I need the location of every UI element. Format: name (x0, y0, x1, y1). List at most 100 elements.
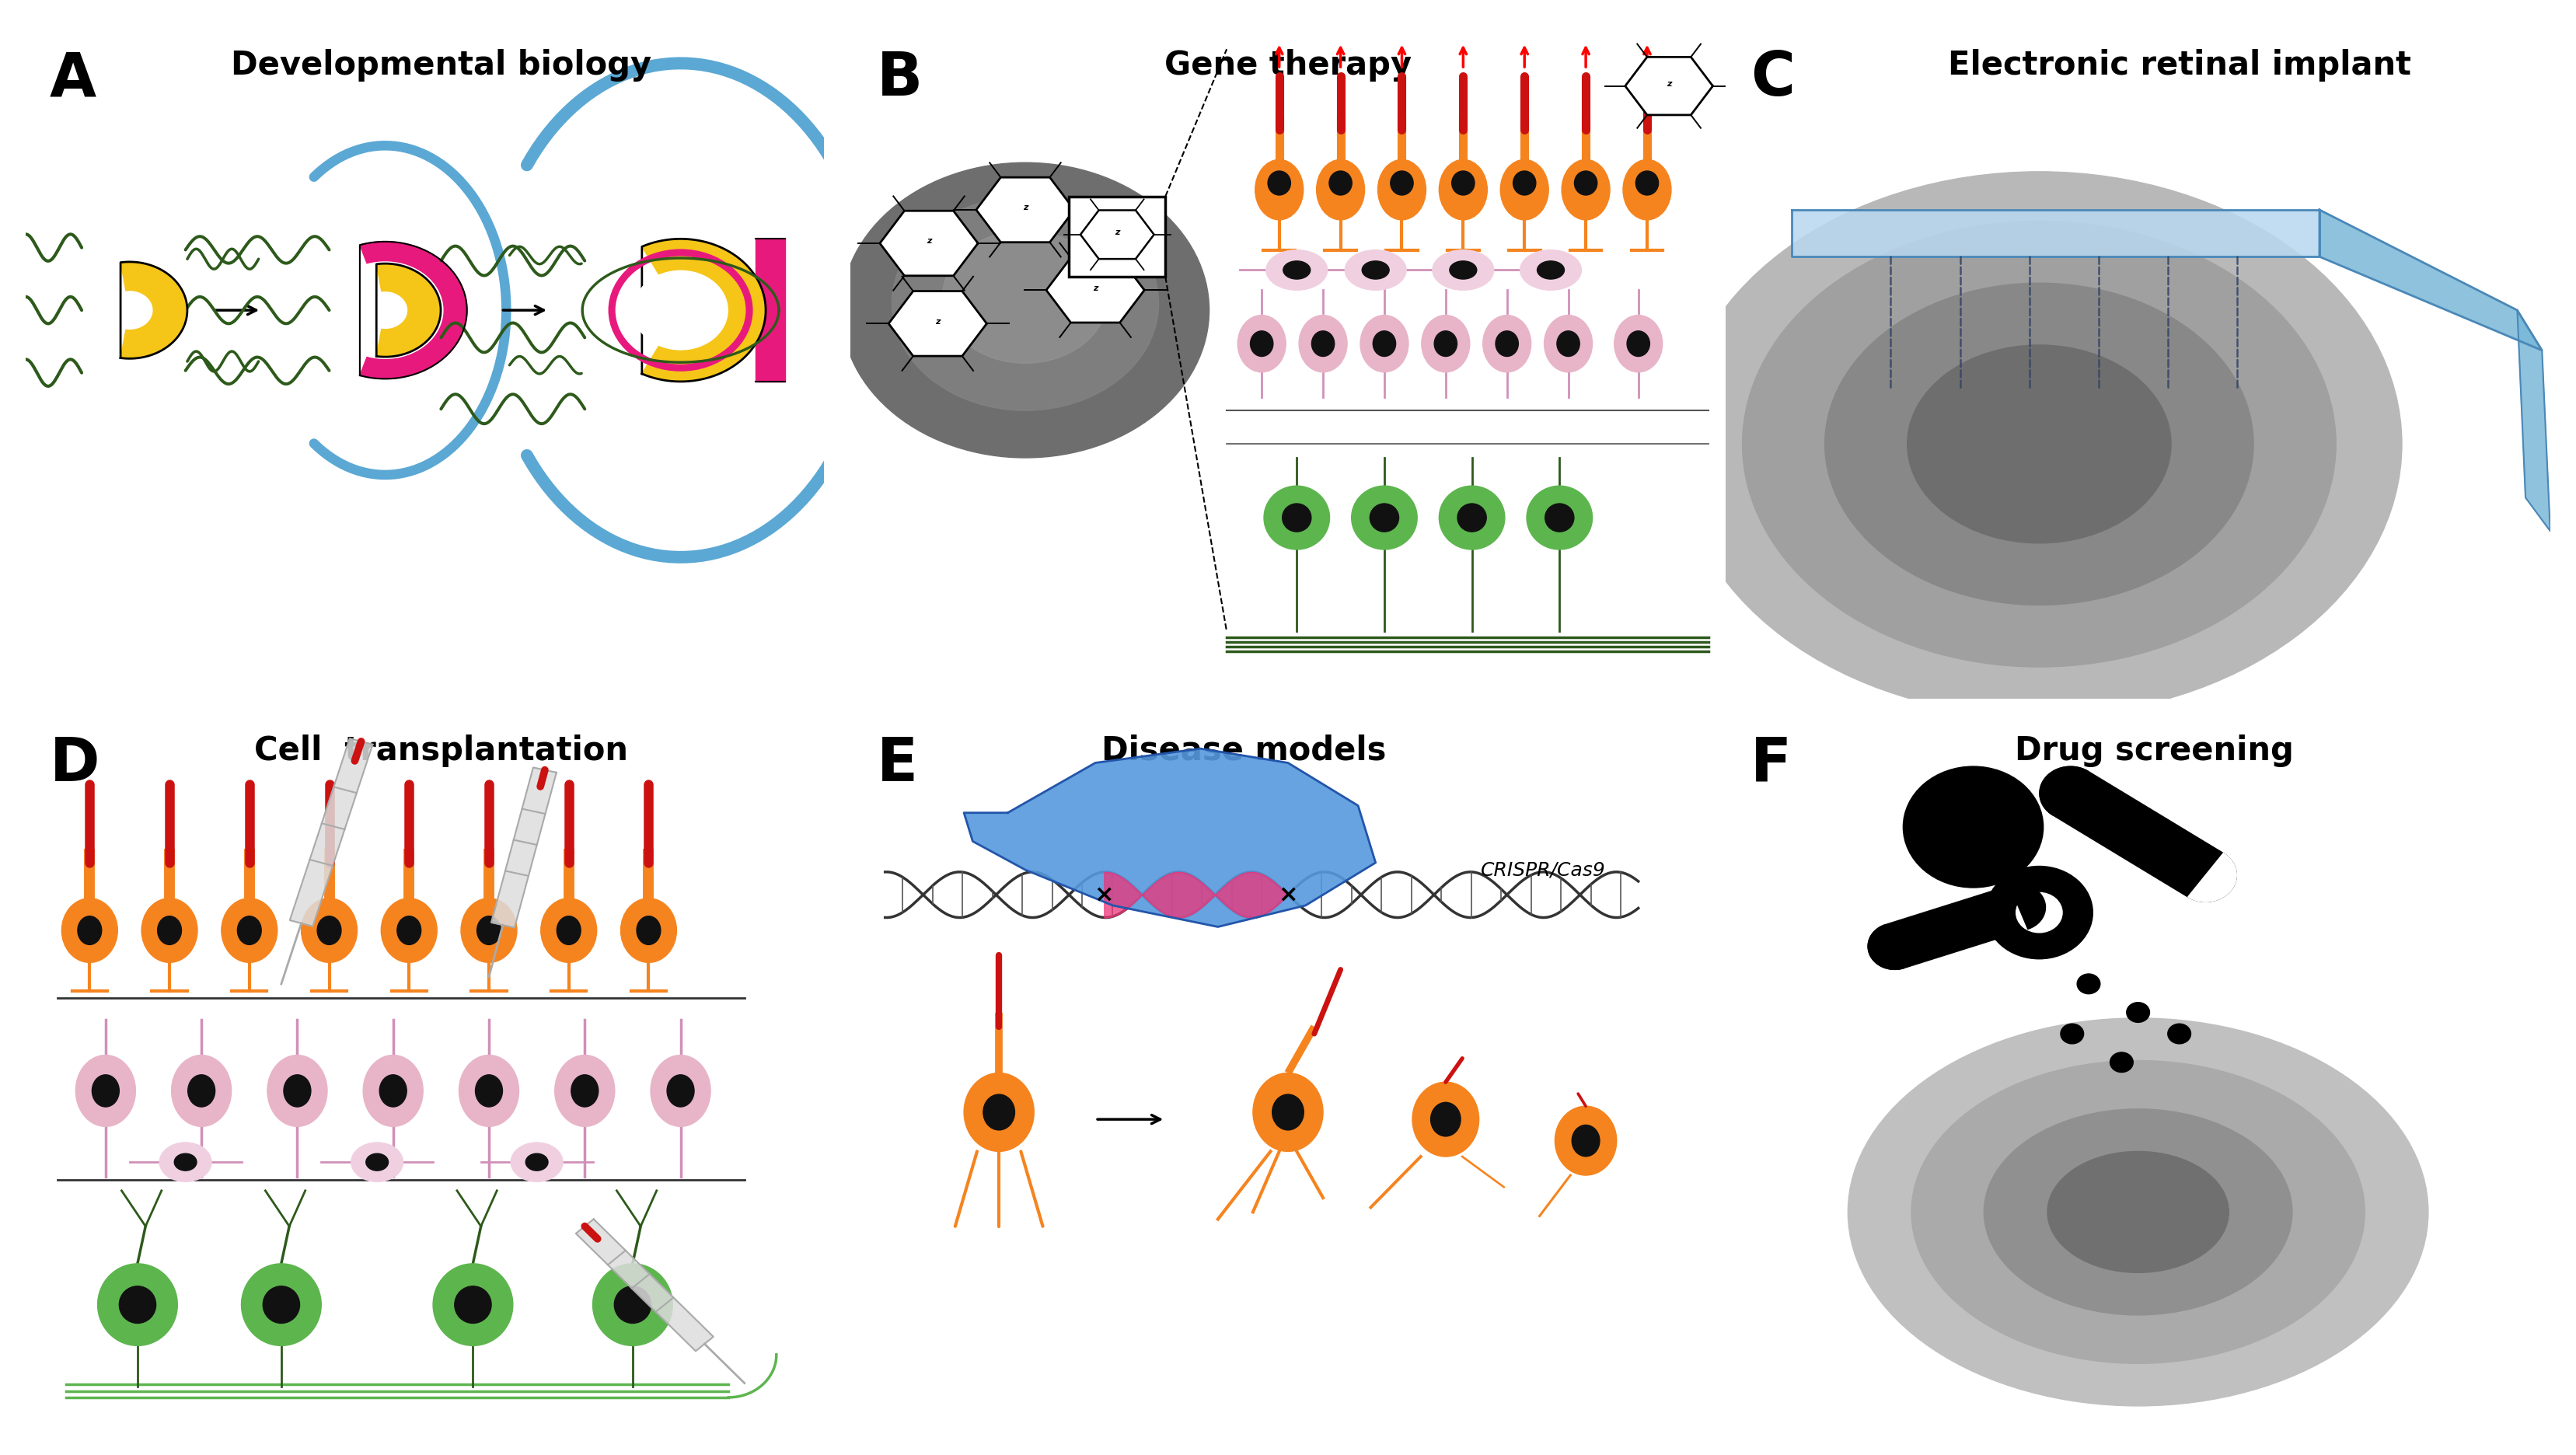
Text: F: F (1752, 735, 1793, 793)
Text: z: z (927, 237, 933, 244)
Ellipse shape (1252, 1072, 1324, 1151)
Ellipse shape (1329, 172, 1352, 195)
Ellipse shape (1345, 250, 1406, 290)
Ellipse shape (592, 1264, 672, 1346)
Ellipse shape (1528, 486, 1592, 550)
Ellipse shape (1432, 250, 1494, 290)
Ellipse shape (1556, 330, 1579, 356)
Polygon shape (289, 739, 374, 927)
Text: ×: × (1095, 883, 1113, 906)
Polygon shape (2318, 210, 2543, 351)
Ellipse shape (459, 1055, 518, 1126)
Ellipse shape (1267, 250, 1327, 290)
Ellipse shape (1628, 330, 1649, 356)
Text: C: C (1752, 49, 1795, 108)
Ellipse shape (93, 1075, 118, 1107)
Ellipse shape (379, 1075, 407, 1107)
Ellipse shape (842, 163, 1208, 458)
Polygon shape (2009, 885, 2045, 930)
Text: A: A (49, 49, 95, 108)
Text: D: D (49, 735, 100, 793)
Ellipse shape (556, 917, 580, 944)
Polygon shape (2517, 310, 2550, 531)
Polygon shape (1868, 924, 1904, 969)
Text: Electronic retinal implant: Electronic retinal implant (1947, 49, 2411, 81)
Ellipse shape (222, 898, 278, 963)
Ellipse shape (1435, 330, 1458, 356)
Ellipse shape (963, 1072, 1033, 1151)
Ellipse shape (1574, 172, 1597, 195)
Text: z: z (1023, 204, 1028, 211)
Text: Developmental biology: Developmental biology (232, 49, 652, 81)
Ellipse shape (98, 1264, 178, 1346)
Ellipse shape (381, 898, 438, 963)
Ellipse shape (541, 898, 598, 963)
Polygon shape (1079, 210, 1154, 259)
Ellipse shape (1373, 330, 1396, 356)
Circle shape (2061, 1024, 2084, 1043)
Text: z: z (935, 317, 940, 326)
Ellipse shape (1824, 284, 2254, 605)
Ellipse shape (301, 898, 358, 963)
Ellipse shape (268, 1055, 327, 1126)
Ellipse shape (621, 898, 677, 963)
Ellipse shape (175, 1154, 196, 1171)
Ellipse shape (1453, 172, 1473, 195)
Ellipse shape (1236, 316, 1285, 372)
Ellipse shape (1497, 330, 1517, 356)
Ellipse shape (366, 1154, 389, 1171)
Ellipse shape (1741, 221, 2336, 666)
Ellipse shape (283, 1075, 312, 1107)
Ellipse shape (242, 1264, 322, 1346)
Ellipse shape (1847, 1018, 2429, 1406)
Polygon shape (889, 291, 987, 356)
Ellipse shape (554, 1055, 616, 1126)
Ellipse shape (1249, 330, 1273, 356)
Ellipse shape (1546, 503, 1574, 531)
Circle shape (2169, 1024, 2190, 1043)
Ellipse shape (433, 1264, 513, 1346)
Ellipse shape (1484, 316, 1530, 372)
Text: E: E (876, 735, 917, 793)
Ellipse shape (1265, 486, 1329, 550)
Polygon shape (1868, 885, 2045, 969)
Ellipse shape (1561, 160, 1610, 220)
Polygon shape (963, 748, 1376, 927)
Ellipse shape (1422, 316, 1471, 372)
Ellipse shape (636, 917, 659, 944)
Ellipse shape (1911, 1061, 2365, 1363)
Ellipse shape (1363, 260, 1388, 279)
Polygon shape (881, 211, 979, 276)
Polygon shape (577, 1219, 714, 1352)
Ellipse shape (1450, 260, 1476, 279)
Circle shape (2128, 1002, 2148, 1023)
Ellipse shape (1430, 1103, 1461, 1136)
Ellipse shape (157, 917, 180, 944)
Ellipse shape (1267, 172, 1291, 195)
Ellipse shape (891, 196, 1159, 410)
Ellipse shape (667, 1075, 693, 1107)
Text: Drug screening: Drug screening (2014, 735, 2295, 767)
Polygon shape (361, 242, 466, 378)
Ellipse shape (160, 1142, 211, 1181)
Ellipse shape (75, 1055, 137, 1126)
Ellipse shape (477, 1075, 502, 1107)
Ellipse shape (1440, 160, 1486, 220)
Circle shape (634, 271, 729, 349)
Ellipse shape (77, 917, 100, 944)
Ellipse shape (1543, 316, 1592, 372)
Ellipse shape (1283, 260, 1311, 279)
Ellipse shape (984, 1094, 1015, 1131)
Polygon shape (2040, 767, 2089, 815)
Polygon shape (492, 767, 556, 927)
Text: Cell  transplantation: Cell transplantation (255, 735, 629, 767)
Ellipse shape (1352, 486, 1417, 550)
Ellipse shape (188, 1075, 214, 1107)
Ellipse shape (526, 1154, 549, 1171)
Circle shape (1904, 767, 2043, 888)
Ellipse shape (118, 1286, 157, 1323)
Text: B: B (876, 49, 922, 108)
Ellipse shape (453, 1286, 492, 1323)
Bar (755, 239, 786, 381)
Ellipse shape (1571, 1125, 1600, 1157)
